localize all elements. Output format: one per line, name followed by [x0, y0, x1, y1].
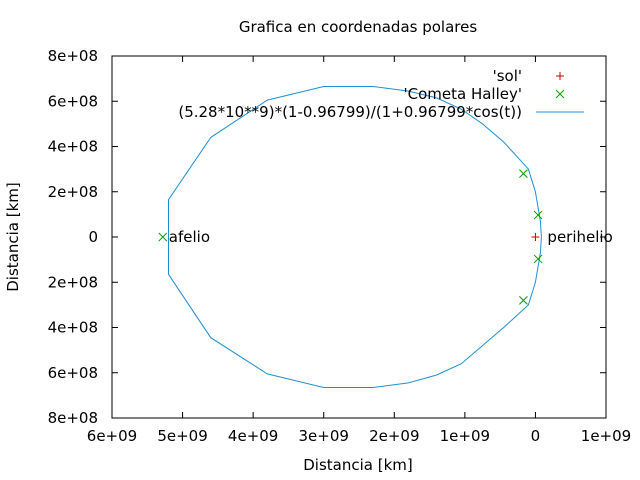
- sun-point: [531, 233, 540, 241]
- y-tick-label: 8e+08: [48, 47, 98, 65]
- x-tick-label: 0: [531, 427, 541, 445]
- x-tick-label: 6e+09: [87, 427, 137, 445]
- orbit-line: [168, 86, 542, 388]
- x-tick-label: 1e+09: [581, 427, 631, 445]
- legend-marker-swatch: [556, 72, 564, 80]
- x-tick-label: 4e+09: [228, 427, 278, 445]
- legend-label: 'sol': [493, 67, 522, 85]
- annotation-label: afelio: [169, 228, 210, 246]
- halley-point: [519, 295, 528, 305]
- x-axis-label: Distancia [km]: [303, 456, 413, 474]
- legend-marker-swatch: [555, 89, 565, 99]
- y-tick-label: 0: [88, 228, 98, 246]
- y-tick-label: 8e+08: [48, 409, 98, 427]
- y-tick-label: 4e+08: [48, 138, 98, 156]
- x-tick-label: 2e+09: [369, 427, 419, 445]
- halley-point: [533, 254, 543, 264]
- legend-label: 'Cometa Halley': [404, 85, 523, 103]
- halley-point: [158, 232, 168, 242]
- annotation-layer: afelio perihelio: [169, 228, 613, 246]
- axis-ticks: 6e+09 5e+09 4e+09 3e+09 2e+09 1e+09 0 1e+09 8e+0…: [48, 47, 632, 445]
- legend: 'sol''Cometa Halley'(5.28*10**9)*(1-0.96…: [178, 67, 584, 121]
- orbit-curve-layer: [168, 86, 542, 388]
- y-tick-label: 6e+08: [48, 92, 98, 110]
- y-axis-label: Distancia [km]: [4, 182, 22, 292]
- halley-point: [519, 169, 528, 179]
- y-tick-label: 4e+08: [48, 319, 98, 337]
- y-tick-label: 2e+08: [48, 183, 98, 201]
- y-tick-label: 6e+08: [48, 364, 98, 382]
- y-tick-label: 2e+08: [48, 273, 98, 291]
- marker-layer: [158, 169, 543, 305]
- x-tick-label: 1e+09: [440, 427, 490, 445]
- x-tick-label: 5e+09: [157, 427, 207, 445]
- halley-point: [533, 210, 543, 220]
- chart-title: Grafica en coordenadas polares: [239, 18, 478, 36]
- legend-label: (5.28*10**9)*(1-0.96799)/(1+0.96799*cos(…: [178, 103, 522, 121]
- x-tick-label: 3e+09: [298, 427, 348, 445]
- annotation-label: perihelio: [547, 228, 612, 246]
